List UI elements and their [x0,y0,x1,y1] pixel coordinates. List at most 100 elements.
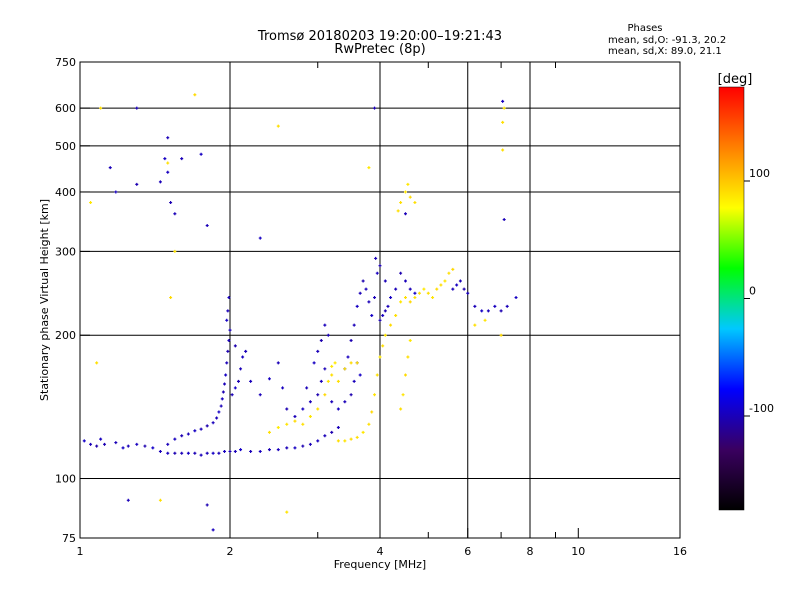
data-point [381,314,385,318]
data-point [233,344,237,348]
data-point [403,190,407,194]
colorbar-tick-label: 100 [749,167,770,180]
data-point [301,444,305,448]
data-point [378,318,382,322]
data-point [370,410,374,414]
stats-line-x: mean, sd,X: 89.0, 21.1 [608,46,722,57]
data-point [364,287,368,291]
data-point [239,367,243,371]
data-point [349,338,353,342]
data-point [258,236,262,240]
data-point [199,427,203,431]
data-point [99,437,103,441]
data-point [408,338,412,342]
data-point [249,449,253,453]
data-point [205,224,209,228]
data-point [431,296,435,300]
data-point [367,300,371,304]
data-point [285,422,289,426]
data-point [180,451,184,455]
data-point [381,344,385,348]
y-tick-label: 200 [55,329,76,342]
data-point [401,393,405,397]
grid [80,62,680,538]
data-point [355,435,359,439]
data-point [173,212,177,216]
data-point [99,106,103,110]
colorbar-tick-label: 0 [749,285,756,298]
data-point [396,209,400,213]
data-point [143,444,147,448]
data-point [249,379,253,383]
x-tick-label: 10 [571,545,585,558]
data-point [323,434,327,438]
data-point [227,296,231,300]
data-point [173,249,177,253]
y-tick-label: 500 [55,140,76,153]
data-point [378,264,382,268]
chart-title: Tromsø 20180203 19:20:00–19:21:43 [257,29,502,44]
data-point [226,349,230,353]
data-point [330,373,334,377]
data-point [466,291,470,295]
data-point [355,361,359,365]
data-point [408,300,412,304]
data-point [166,136,170,140]
stats-heading: Phases [627,23,662,34]
data-point [211,421,215,425]
x-tick-label: 8 [527,545,534,558]
data-point [358,291,362,295]
data-point [422,287,426,291]
data-point [383,333,387,337]
data-point [258,449,262,453]
data-point [276,361,280,365]
y-tick-label: 300 [55,245,76,258]
data-point [480,309,484,313]
y-tick-label: 100 [55,473,76,486]
data-point [349,393,353,397]
data-point [215,416,219,420]
data-point [180,434,184,438]
data-point [343,367,347,371]
data-point [230,393,234,397]
data-point [220,397,224,401]
data-point [267,430,271,434]
data-point [226,309,230,313]
data-point [103,442,107,446]
data-point [455,283,459,287]
data-point [258,393,262,397]
data-point [330,400,334,404]
data-point [370,314,374,318]
data-point [241,355,245,359]
data-point [205,424,209,428]
data-point [462,287,466,291]
data-point [361,279,365,283]
data-point [281,386,285,390]
data-point [166,170,170,174]
data-point [301,407,305,411]
data-point [199,152,203,156]
data-point [267,377,271,381]
data-point [285,446,289,450]
data-point [358,373,362,377]
data-point [223,449,227,453]
data-point [293,414,297,418]
data-point [219,404,223,408]
data-point [403,212,407,216]
data-point [399,201,403,205]
data-point [173,437,177,441]
data-point [319,338,323,342]
chart-subtitle: RwPretec (8p) [334,42,425,57]
data-point [166,442,170,446]
data-point [163,157,167,161]
data-point [373,106,377,110]
data-point [389,323,393,327]
x-tick-label: 16 [673,545,687,558]
data-point [126,444,130,448]
data-point [413,291,417,295]
data-point [373,296,377,300]
data-point [386,304,390,308]
data-point [399,407,403,411]
data-point [483,318,487,322]
